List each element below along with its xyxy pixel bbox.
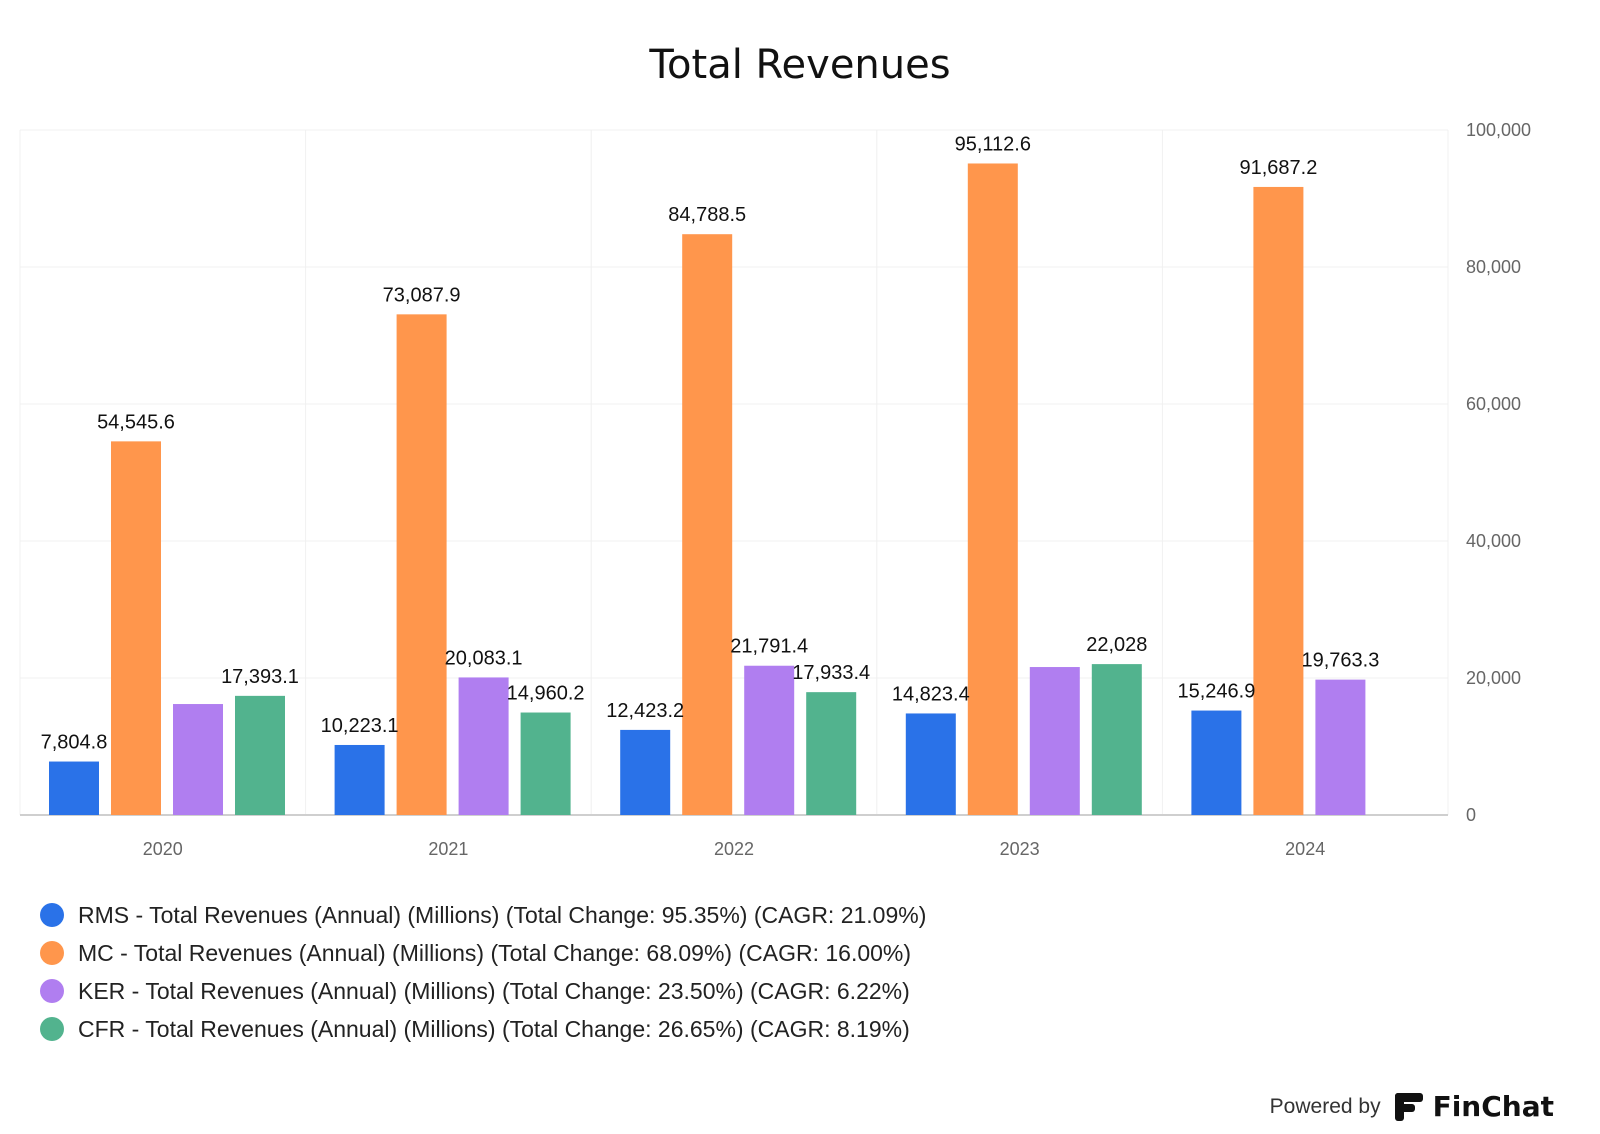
y-tick-label: 100,000	[1466, 120, 1531, 140]
data-label: 10,223.1	[321, 715, 399, 737]
data-label: 20,083.1	[445, 647, 523, 669]
legend-label: RMS - Total Revenues (Annual) (Millions)…	[78, 901, 927, 928]
brand-name: FinChat	[1432, 1090, 1554, 1123]
bar	[235, 695, 285, 815]
data-label: 12,423.2	[606, 700, 684, 722]
data-label: 84,788.5	[668, 204, 746, 226]
legend-label: KER - Total Revenues (Annual) (Millions)…	[78, 977, 910, 1004]
legend-dot-icon	[40, 941, 64, 965]
data-label: 22,028	[1086, 634, 1147, 656]
bar	[1253, 186, 1304, 815]
chart-title: Total Revenues	[648, 42, 950, 88]
legend-item[interactable]: MC - Total Revenues (Annual) (Millions) …	[40, 934, 926, 972]
data-label: 7,804.8	[41, 732, 108, 754]
bars	[49, 163, 1366, 815]
finchat-logo-icon	[1394, 1092, 1423, 1121]
bar	[111, 441, 161, 815]
axis-ticks: 0 20,000 40,000 60,000 80,000 100,000 2020 2021…	[143, 120, 1531, 859]
data-label: 17,393.1	[221, 666, 299, 688]
data-label: 19,763.3	[1301, 650, 1379, 672]
legend-label: MC - Total Revenues (Annual) (Millions) …	[78, 939, 912, 966]
y-tick-label: 0	[1466, 805, 1476, 825]
data-label: 14,823.4	[892, 683, 970, 705]
bar	[905, 713, 956, 815]
bar	[1191, 710, 1242, 815]
powered-by-text: Powered by	[1269, 1094, 1381, 1118]
legend-item[interactable]: RMS - Total Revenues (Annual) (Millions)…	[40, 896, 926, 934]
legend-dot-icon	[40, 979, 64, 1003]
legend-dot-icon	[40, 1017, 64, 1041]
x-tick-label: 2023	[1000, 839, 1040, 859]
y-tick-label: 60,000	[1466, 394, 1521, 414]
footer: Powered by FinChat	[1270, 1090, 1554, 1123]
bar	[1029, 667, 1080, 815]
bar	[620, 729, 671, 815]
bar	[458, 677, 509, 815]
data-label: 54,545.6	[97, 411, 175, 433]
bar	[1315, 679, 1366, 815]
bar	[1091, 664, 1142, 815]
data-labels: 7,804.8 54,545.6 17,393.1 10,223.1 73,087.9 2…	[41, 133, 1380, 753]
x-tick-label: 2022	[714, 839, 754, 859]
bar	[334, 744, 385, 815]
bar	[744, 665, 795, 815]
legend-item[interactable]: KER - Total Revenues (Annual) (Millions)…	[40, 972, 926, 1010]
data-label: 21,791.4	[730, 636, 808, 658]
x-tick-label: 2024	[1285, 839, 1325, 859]
legend-dot-icon	[40, 903, 64, 927]
bar	[173, 704, 223, 815]
data-label: 95,112.6	[955, 133, 1031, 155]
y-tick-label: 80,000	[1466, 257, 1521, 277]
bar	[806, 692, 857, 815]
y-tick-label: 40,000	[1466, 531, 1521, 551]
legend: RMS - Total Revenues (Annual) (Millions)…	[40, 896, 926, 1048]
bar	[682, 234, 733, 815]
bar	[49, 761, 99, 815]
data-label: 17,933.4	[792, 662, 870, 684]
y-tick-label: 20,000	[1466, 668, 1521, 688]
data-label: 91,687.2	[1239, 157, 1317, 179]
legend-item[interactable]: CFR - Total Revenues (Annual) (Millions)…	[40, 1010, 926, 1048]
bar	[967, 163, 1018, 815]
legend-label: CFR - Total Revenues (Annual) (Millions)…	[78, 1015, 910, 1042]
data-label: 14,960.2	[507, 683, 585, 705]
x-tick-label: 2021	[428, 839, 468, 859]
bar	[396, 314, 447, 815]
data-label: 73,087.9	[383, 284, 461, 306]
x-tick-label: 2020	[143, 839, 183, 859]
bar	[520, 712, 571, 815]
data-label: 15,246.9	[1177, 681, 1255, 703]
